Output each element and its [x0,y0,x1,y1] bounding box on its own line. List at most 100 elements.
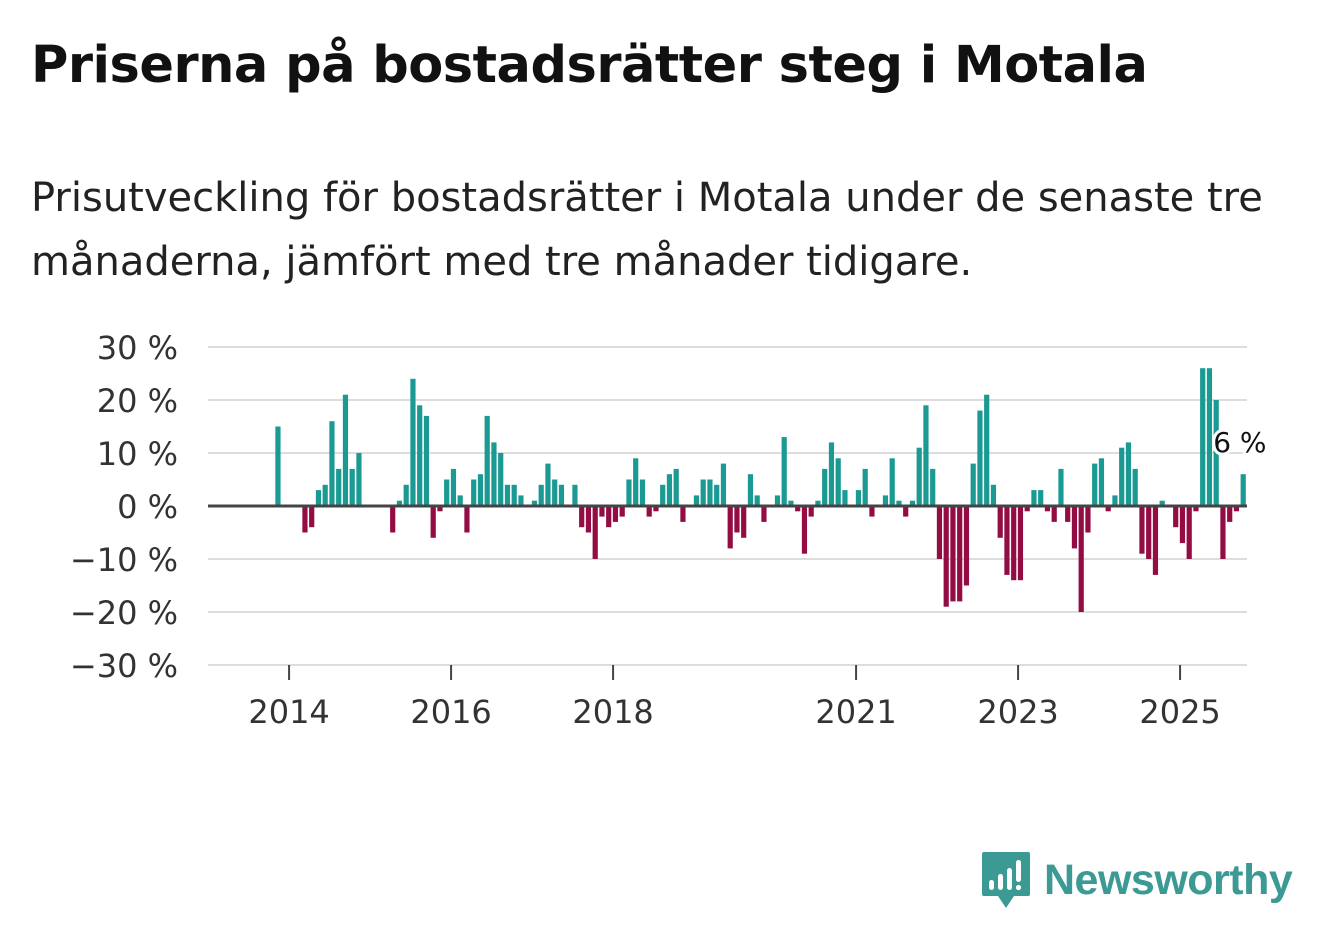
bar [1038,490,1044,506]
bar [349,468,355,506]
newsworthy-wordmark: Newsworthy [1044,855,1293,904]
bar [619,506,625,517]
bars [275,368,1246,612]
bar [1220,506,1226,559]
bar [869,506,875,517]
bar [835,458,841,506]
bar [977,410,983,506]
bar [1071,506,1078,549]
bar [626,479,632,506]
bar [646,506,652,517]
bar [572,484,578,506]
chart-title: Priserna på bostadsrätter steg i Motala [31,36,1148,95]
y-tick-label: 30 % [97,329,178,367]
bar [815,500,821,506]
bar [1017,506,1024,581]
x-tick-label: 2018 [572,693,653,731]
bar [1112,495,1118,506]
bar [1139,506,1145,554]
bar [801,506,808,554]
bar [680,506,686,522]
bar [1227,506,1233,522]
x-tick-label: 2021 [815,693,896,731]
bar [599,506,605,517]
bar [498,453,504,506]
bar [545,463,551,506]
bar [1105,506,1111,512]
y-axis-labels: 30 % 20 % 10 % 0 % −10 % −20 % −30 % [70,329,178,685]
bar [1031,490,1037,506]
newsworthy-logo: Newsworthy [980,849,1293,911]
bar [1159,500,1165,506]
bar [1173,506,1179,528]
bar [417,405,423,506]
bar [579,506,585,528]
bar [612,506,619,522]
bar [336,468,342,506]
bar [727,506,733,549]
bar [457,495,463,506]
bar [1132,468,1138,506]
bar [633,458,639,506]
bar [774,495,781,506]
bar [693,495,700,506]
bar [437,506,443,512]
bar [444,479,450,506]
bar [315,490,322,506]
bar [909,500,916,506]
bar [943,506,949,607]
bar [403,484,409,506]
bar [396,500,403,506]
x-tick-label: 2016 [410,693,491,731]
bar [950,506,956,602]
bar [1085,506,1091,533]
bar [923,405,929,506]
y-tick-label: −30 % [70,647,178,685]
x-tick-label: 2014 [248,693,329,731]
y-tick-label: 20 % [97,382,178,420]
bar [1065,506,1071,522]
y-tick-label: 10 % [97,435,178,473]
bar [329,421,335,506]
annotations: 6 % [1210,423,1269,462]
bar [707,479,713,506]
bar [963,506,970,586]
x-tick-label: 2023 [977,693,1058,731]
bar [889,458,895,506]
bar [1152,506,1159,575]
bar [795,506,801,512]
bar [1186,506,1192,559]
bar [653,506,659,512]
bar [984,394,990,506]
bar [302,506,308,533]
bar [862,468,868,506]
bar [606,506,612,528]
bar [673,468,679,506]
bar [504,484,511,506]
bar [356,453,362,506]
bar [1024,506,1030,512]
bar [1004,506,1010,575]
bar [788,500,794,506]
bar [957,506,963,602]
bar [828,442,835,506]
bar [471,479,477,506]
bar [842,490,848,506]
bar [714,484,720,506]
bar [484,415,490,506]
x-tick-label: 2025 [1139,693,1220,731]
bar [1213,400,1219,506]
bar [342,394,349,506]
bar [410,378,416,506]
bar [896,500,902,506]
bar [734,506,740,533]
newsworthy-logo-icon [982,852,1030,908]
bar [855,490,862,506]
y-tick-label: 0 % [117,488,178,526]
bar [538,484,544,506]
bar [741,506,747,538]
bar [1206,368,1213,506]
bar [666,474,673,506]
bar [660,484,666,506]
y-tick-label: −20 % [70,594,178,632]
